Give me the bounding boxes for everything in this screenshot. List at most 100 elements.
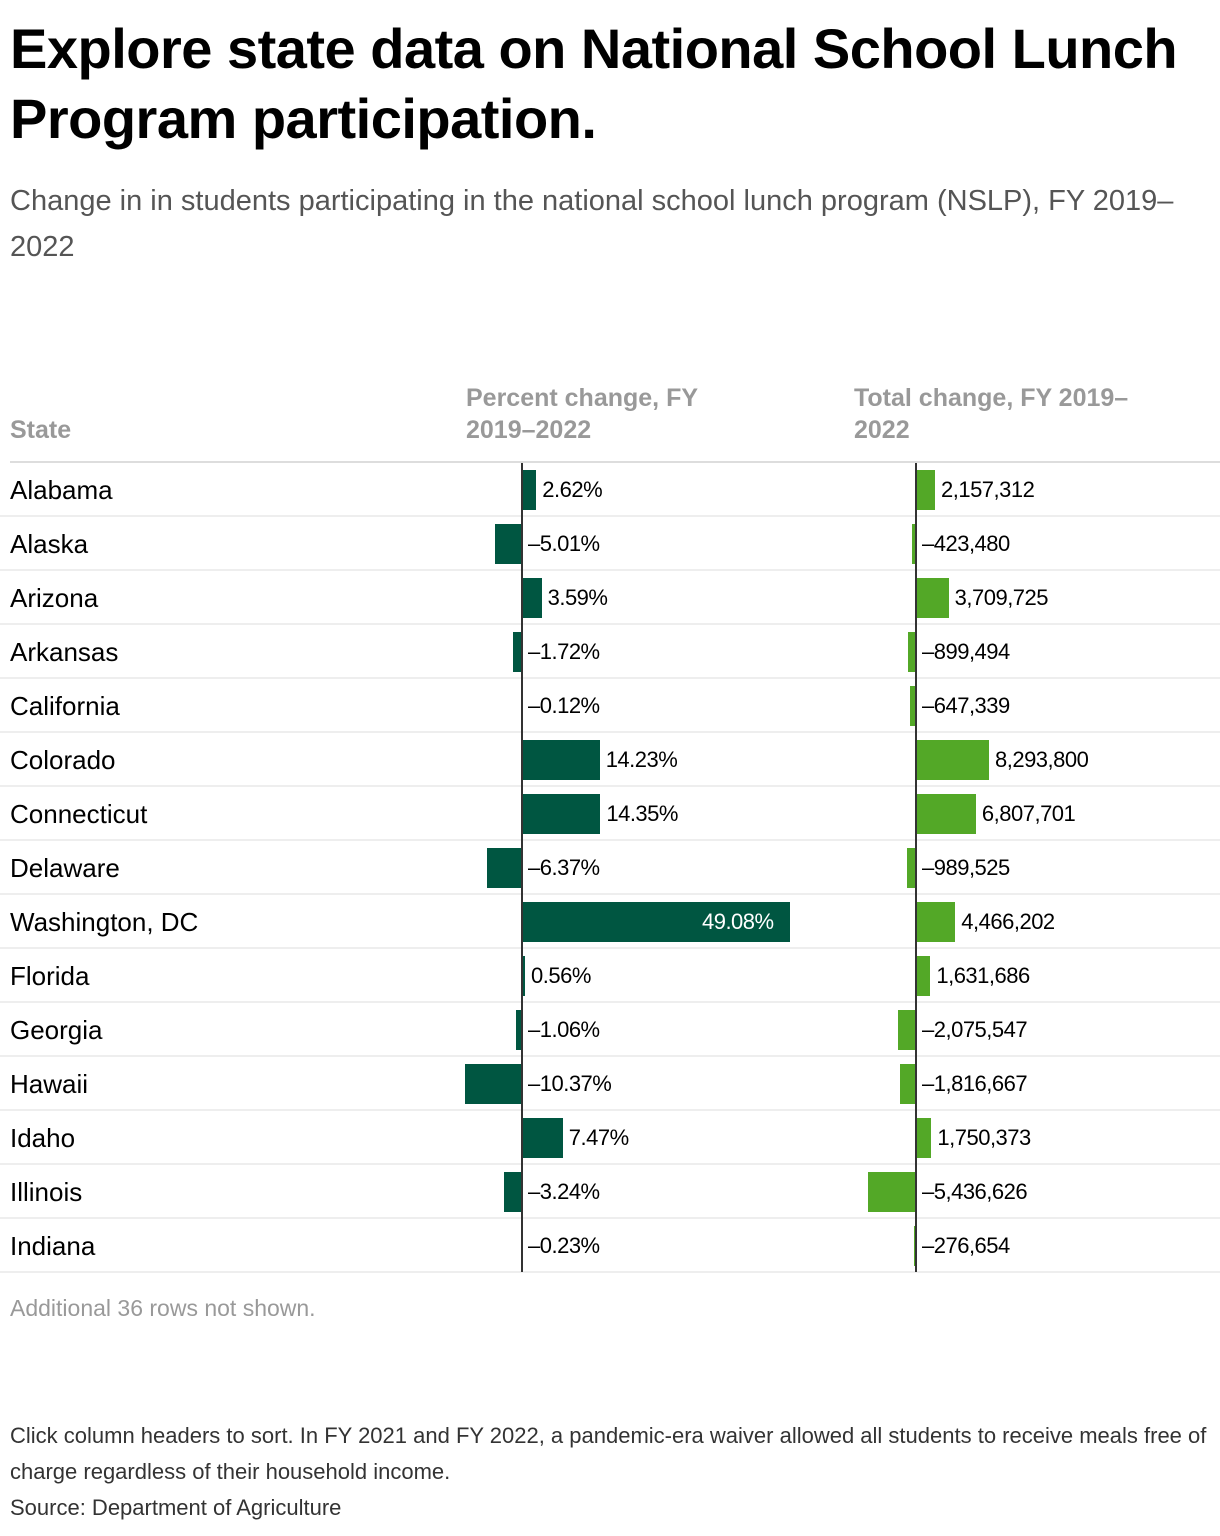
more-rows-note: Additional 36 rows not shown. [10,1295,316,1321]
table-row: Florida 0.56% 1,631,686 [0,949,1220,1003]
percent-bar [516,1010,522,1050]
total-label: 6,807,701 [981,801,1076,826]
state-name: Arizona [10,583,99,613]
state-name: Georgia [10,1015,103,1045]
percent-zero-axis [521,463,523,1272]
page-title: Explore state data on National School Lu… [10,17,1178,150]
state-name: Alabama [10,475,113,505]
percent-label: –1.72% [528,639,600,664]
table-row: Georgia –1.06% –2,075,547 [0,1003,1220,1057]
total-bar [907,848,916,888]
table-row: Washington, DC 49.08% 4,466,202 [0,895,1220,949]
table-row: Colorado 14.23% 8,293,800 [0,733,1220,787]
total-label: 4,466,202 [961,909,1055,934]
state-name: Delaware [10,853,120,883]
total-label: 8,293,800 [994,747,1089,772]
state-name: California [10,691,120,721]
percent-label: 7.47% [568,1125,629,1150]
header-total-change[interactable]: Total change, FY 2019–2022 [854,384,1129,444]
percent-label: 49.08% [701,909,774,934]
state-name: Arkansas [10,637,119,667]
percent-bar [494,524,522,564]
total-bar [868,1172,916,1212]
table-row: Connecticut 14.35% 6,807,701 [0,787,1220,841]
total-bar [912,524,916,564]
table-row: Idaho 7.47% 1,750,373 [0,1111,1220,1165]
percent-bar [522,902,790,942]
percent-label: –0.12% [528,693,600,718]
total-label: –1,816,667 [922,1071,1028,1096]
percent-bar [504,1172,522,1212]
percent-label: 14.23% [605,747,678,772]
percent-label: –5.01% [528,531,600,556]
total-bar [916,956,931,996]
percent-label: 2.62% [542,477,603,502]
percent-bar [522,470,537,510]
state-name: Alaska [10,529,89,559]
total-label: –276,654 [922,1233,1010,1258]
percent-label: –0.23% [528,1233,600,1258]
total-label: –899,494 [922,639,1010,664]
total-label: –5,436,626 [922,1179,1028,1204]
footnote: Click column headers to sort. In FY 2021… [10,1423,1207,1484]
state-name: Connecticut [10,799,148,829]
total-zero-axis [915,463,917,1272]
total-label: 3,709,725 [954,585,1049,610]
total-bar [897,1010,916,1050]
header-state[interactable]: State [10,416,72,444]
table-row: California –0.12% –647,339 [0,679,1220,733]
percent-bar [487,848,522,888]
percent-bar [465,1064,522,1104]
state-name: Illinois [10,1177,83,1207]
total-label: –647,339 [922,693,1010,718]
table-row: Illinois –3.24% –5,436,626 [0,1165,1220,1219]
header-divider [10,461,1220,463]
total-bar [916,740,989,780]
table-row: Indiana –0.23% –276,654 [0,1219,1220,1273]
percent-bar [522,740,600,780]
total-bar [913,1226,916,1266]
table-body: Alabama 2.62% 2,157,312 Alaska –5.01% –423,48… [0,463,1220,1273]
subtitle: Change in in students participating in t… [10,185,1174,263]
state-name: Florida [10,961,90,991]
state-name: Idaho [10,1123,76,1153]
percent-label: 14.35% [606,801,678,826]
table-row: Arizona 3.59% 3,709,725 [0,571,1220,625]
percent-label: 3.59% [547,585,608,610]
state-name: Washington, DC [10,907,199,937]
total-bar [916,470,935,510]
total-bar [916,794,976,834]
percent-label: –6.37% [528,855,600,880]
percent-label: 0.56% [531,963,591,988]
table-row: Hawaii –10.37% –1,816,667 [0,1057,1220,1111]
state-name: Hawaii [10,1069,89,1099]
percent-bar [522,956,526,996]
percent-label: –10.37% [528,1071,612,1096]
percent-bar [522,578,542,618]
total-bar [916,578,949,618]
total-bar [910,686,916,726]
header-percent-change[interactable]: Percent change, FY 2019–2022 [466,384,698,444]
percent-bar [522,1118,563,1158]
table-row: Alaska –5.01% –423,480 [0,517,1220,571]
total-label: 1,750,373 [937,1125,1031,1150]
total-bar [908,632,916,672]
state-name: Indiana [10,1231,96,1261]
percent-bar [522,794,601,834]
table-row: Alabama 2.62% 2,157,312 [0,463,1220,517]
total-label: 1,631,686 [936,963,1030,988]
percent-label: –3.24% [528,1179,600,1204]
total-label: –989,525 [922,855,1010,880]
table-row: Arkansas –1.72% –899,494 [0,625,1220,679]
total-bar [916,902,956,942]
percent-label: –1.06% [528,1017,600,1042]
state-name: Colorado [10,745,116,775]
total-bar [900,1064,916,1104]
table-row: Delaware –6.37% –989,525 [0,841,1220,895]
total-bar [916,1118,932,1158]
percent-bar [512,632,522,672]
source: Source: Department of Agriculture [10,1495,342,1520]
total-label: –423,480 [922,531,1010,556]
total-label: 2,157,312 [940,477,1035,502]
total-label: –2,075,547 [922,1017,1028,1042]
